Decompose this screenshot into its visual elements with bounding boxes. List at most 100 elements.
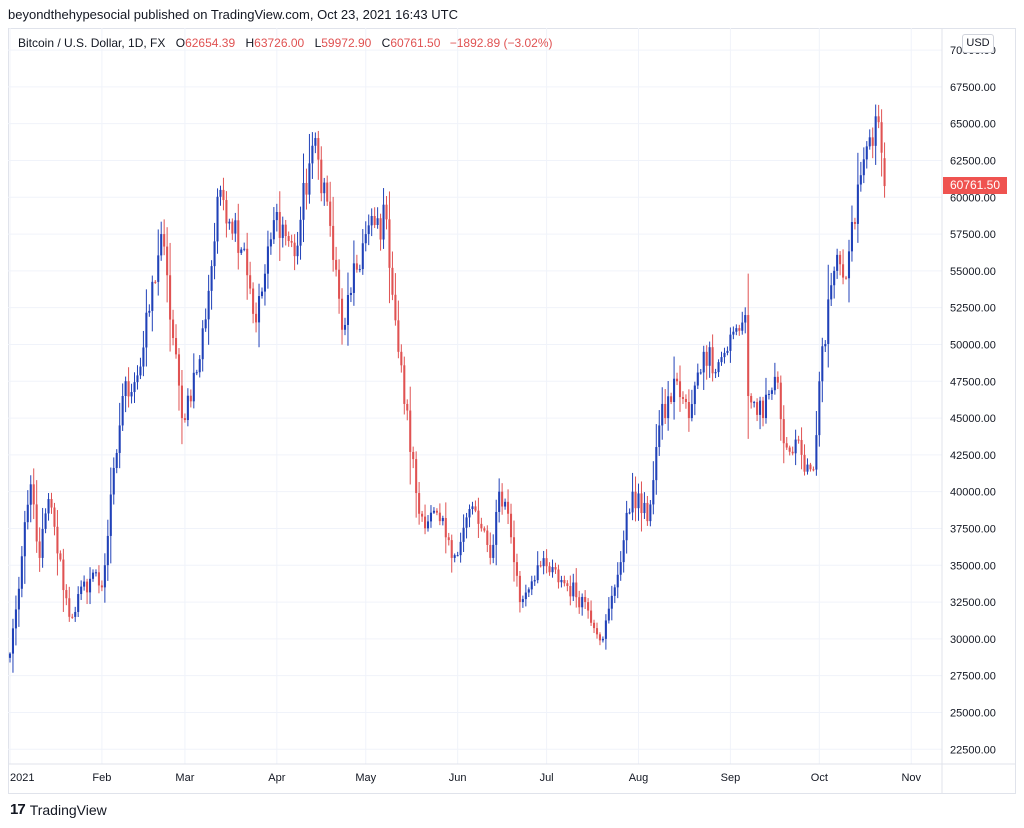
candle-body <box>281 224 284 238</box>
candle-body <box>883 158 886 187</box>
candle-body <box>275 212 278 221</box>
publisher-line: beyondthehypesocial published on Trading… <box>8 7 458 22</box>
candle-body <box>622 540 625 563</box>
candle-body <box>231 221 234 234</box>
candle-body <box>252 288 255 314</box>
candle-body <box>708 347 711 366</box>
candle-body <box>619 562 622 575</box>
candle-body <box>604 620 607 639</box>
candle-body <box>341 298 344 330</box>
candle-body <box>495 511 498 545</box>
time-tick-label: Sep <box>721 772 741 784</box>
candle-body <box>542 558 545 567</box>
candle-body <box>127 381 130 397</box>
time-axis[interactable]: 2021 Feb Mar Apr May Jun Jul Aug Sep Oct Nov <box>10 772 922 784</box>
candle-body <box>744 315 747 323</box>
candle-body <box>50 499 53 508</box>
price-axis[interactable]: 22500.00 25000.00 27500.00 30000.00 32500.00… <box>950 45 996 756</box>
candle-body <box>94 572 98 574</box>
candle-body <box>809 464 812 470</box>
candle-body <box>311 145 314 164</box>
candle-body <box>83 581 86 587</box>
time-tick-label: Apr <box>268 772 285 784</box>
candle-body <box>142 347 145 367</box>
candle-body <box>290 241 293 243</box>
time-tick-label: Aug <box>629 772 649 784</box>
candle-body <box>782 419 785 444</box>
candle-body <box>640 493 643 514</box>
candle-body <box>770 390 773 394</box>
candle-body <box>756 402 759 415</box>
candle-body <box>613 587 616 596</box>
candle-body <box>646 502 649 522</box>
candle-body <box>382 204 385 240</box>
candle-body <box>367 225 370 235</box>
currency-button[interactable]: USD <box>962 34 994 53</box>
candle-body <box>859 175 862 185</box>
candle-body <box>471 506 474 510</box>
candle-body <box>450 540 453 558</box>
price-tick-label: 52500.00 <box>950 303 996 315</box>
candle-body <box>563 580 566 584</box>
candle-body <box>764 394 768 419</box>
open-value: 62654.39 <box>185 36 236 50</box>
time-tick-label: May <box>355 772 376 784</box>
price-tick-label: 32500.00 <box>950 597 996 609</box>
candle-body <box>856 184 859 224</box>
price-tick-label: 50000.00 <box>950 339 996 351</box>
candle-body <box>853 222 856 224</box>
candle-body <box>406 403 409 411</box>
candle-body <box>237 220 240 253</box>
candle-body <box>352 263 355 293</box>
candle-body <box>667 396 670 419</box>
candle-body <box>504 501 507 507</box>
candle-body <box>512 537 516 563</box>
candle-body <box>658 425 661 448</box>
candle-body <box>400 351 403 366</box>
candle-body <box>480 523 483 529</box>
candle-body <box>243 248 246 250</box>
candle-body <box>536 565 539 581</box>
candle-body <box>732 331 735 335</box>
close-label: C <box>381 36 391 50</box>
candle-body <box>673 378 676 403</box>
candle-body <box>524 592 527 600</box>
candle-body <box>554 567 557 570</box>
candle-body <box>637 493 640 509</box>
candle-body <box>234 220 237 234</box>
candle-body <box>830 285 833 300</box>
candle-body <box>160 234 163 256</box>
candle-body <box>323 182 326 194</box>
tradingview-brand[interactable]: 17 TradingView <box>10 801 107 818</box>
candle-body <box>595 628 599 635</box>
candle-body <box>14 609 17 629</box>
candle-body <box>616 574 619 588</box>
candle-body <box>779 382 782 420</box>
candle-body <box>299 219 302 246</box>
price-tick-label: 65000.00 <box>950 119 996 131</box>
candle-body <box>877 116 880 123</box>
candle-body <box>302 182 305 220</box>
candle-body <box>163 234 166 247</box>
candle-body <box>198 359 201 373</box>
candle-body <box>103 565 106 588</box>
candle-body <box>106 535 109 566</box>
candle-body <box>379 218 382 240</box>
candle-body <box>320 159 323 194</box>
candle-body <box>601 638 604 641</box>
candle-body <box>438 512 441 522</box>
candle-body <box>726 350 729 353</box>
candle-body <box>628 512 631 514</box>
candle-body <box>847 251 851 279</box>
price-tick-label: 22500.00 <box>950 744 996 756</box>
price-tick-label: 45000.00 <box>950 413 996 425</box>
candle-body <box>308 163 311 195</box>
candle-body <box>80 586 83 595</box>
price-tick-label: 67500.00 <box>950 82 996 94</box>
candle-body <box>649 504 652 522</box>
candle-body <box>581 596 584 608</box>
candle-body <box>590 610 593 623</box>
candle-body <box>761 400 765 419</box>
candle-body <box>186 395 189 421</box>
